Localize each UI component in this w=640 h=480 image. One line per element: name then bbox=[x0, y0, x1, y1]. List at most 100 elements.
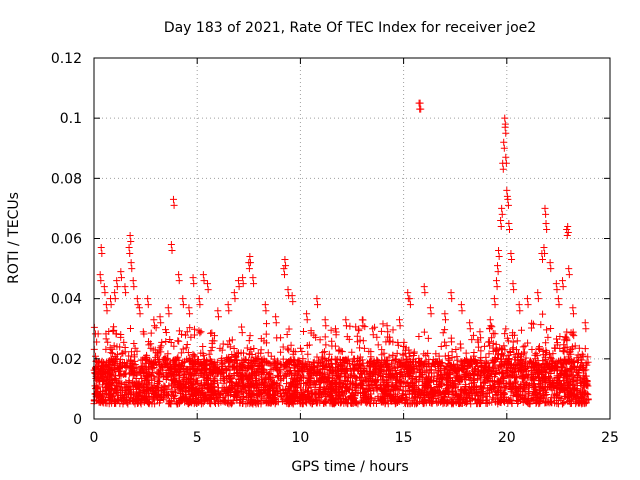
data-point bbox=[546, 259, 554, 267]
data-point bbox=[584, 358, 592, 366]
data-point bbox=[489, 364, 497, 372]
data-point bbox=[122, 289, 130, 297]
data-point bbox=[150, 316, 158, 324]
data-point bbox=[314, 397, 322, 405]
data-point bbox=[284, 345, 292, 353]
data-point bbox=[373, 364, 381, 372]
data-point bbox=[156, 313, 164, 321]
data-point bbox=[489, 329, 497, 337]
data-point bbox=[535, 366, 543, 374]
data-point bbox=[395, 316, 403, 324]
data-point bbox=[106, 391, 114, 399]
data-point bbox=[150, 394, 158, 402]
data-point bbox=[170, 361, 178, 369]
data-point bbox=[285, 394, 293, 402]
data-point bbox=[565, 265, 573, 273]
data-point bbox=[120, 397, 128, 405]
data-point bbox=[208, 388, 216, 396]
data-point bbox=[473, 360, 481, 368]
data-point bbox=[447, 334, 455, 342]
data-point bbox=[185, 375, 193, 383]
data-point bbox=[528, 319, 536, 327]
data-point bbox=[406, 295, 414, 303]
data-point bbox=[301, 359, 309, 367]
data-point bbox=[177, 395, 185, 403]
data-point bbox=[360, 344, 368, 352]
data-point bbox=[104, 381, 112, 389]
data-point bbox=[352, 384, 360, 392]
data-point bbox=[181, 370, 189, 378]
data-point bbox=[111, 289, 119, 297]
data-point bbox=[564, 228, 572, 236]
data-point bbox=[524, 396, 532, 404]
data-point bbox=[425, 356, 433, 364]
data-point bbox=[433, 382, 441, 390]
data-point bbox=[230, 345, 238, 353]
data-point bbox=[380, 349, 388, 357]
data-point bbox=[538, 393, 546, 401]
data-point bbox=[103, 307, 111, 315]
data-point bbox=[432, 350, 440, 358]
data-point bbox=[161, 388, 169, 396]
data-point bbox=[419, 387, 427, 395]
data-point bbox=[505, 372, 513, 380]
data-point bbox=[136, 310, 144, 318]
data-point bbox=[389, 338, 397, 346]
data-point bbox=[476, 328, 484, 336]
data-point bbox=[327, 366, 335, 374]
data-point bbox=[269, 358, 277, 366]
data-point bbox=[425, 398, 433, 406]
data-point bbox=[543, 326, 551, 334]
data-point bbox=[495, 351, 503, 359]
data-point bbox=[160, 385, 168, 393]
data-point bbox=[226, 337, 234, 345]
data-point bbox=[149, 346, 157, 354]
data-point bbox=[297, 365, 305, 373]
data-point bbox=[200, 373, 208, 381]
data-point bbox=[104, 338, 112, 346]
data-point bbox=[284, 386, 292, 394]
data-point bbox=[239, 349, 247, 357]
data-point bbox=[437, 375, 445, 383]
data-point bbox=[224, 341, 232, 349]
data-point bbox=[285, 325, 293, 333]
data-point bbox=[316, 336, 324, 344]
data-point bbox=[328, 394, 336, 402]
data-point bbox=[529, 360, 537, 368]
data-point bbox=[499, 165, 507, 173]
data-point bbox=[199, 343, 207, 351]
data-point bbox=[542, 210, 550, 218]
data-point bbox=[360, 364, 368, 372]
data-point bbox=[116, 360, 124, 368]
data-point bbox=[245, 337, 253, 345]
data-point bbox=[551, 362, 559, 370]
data-point bbox=[105, 400, 113, 408]
data-point bbox=[312, 333, 320, 341]
data-point bbox=[579, 352, 587, 360]
data-point bbox=[433, 374, 441, 382]
data-point bbox=[196, 301, 204, 309]
data-point bbox=[191, 380, 199, 388]
data-point bbox=[495, 247, 503, 255]
data-point bbox=[342, 357, 350, 365]
data-point bbox=[282, 380, 290, 388]
data-point bbox=[152, 358, 160, 366]
data-point bbox=[304, 350, 312, 358]
data-point bbox=[192, 370, 200, 378]
data-point bbox=[401, 391, 409, 399]
data-point bbox=[498, 395, 506, 403]
data-point bbox=[383, 379, 391, 387]
data-point bbox=[299, 355, 307, 363]
data-point bbox=[436, 367, 444, 375]
data-point bbox=[190, 392, 198, 400]
data-point bbox=[264, 392, 272, 400]
data-point bbox=[441, 338, 449, 346]
data-point bbox=[321, 333, 329, 341]
data-point bbox=[394, 364, 402, 372]
data-point bbox=[510, 286, 518, 294]
data-point bbox=[187, 333, 195, 341]
data-point bbox=[257, 400, 265, 408]
data-point bbox=[424, 360, 432, 368]
data-point bbox=[458, 365, 466, 373]
data-point bbox=[317, 376, 325, 384]
